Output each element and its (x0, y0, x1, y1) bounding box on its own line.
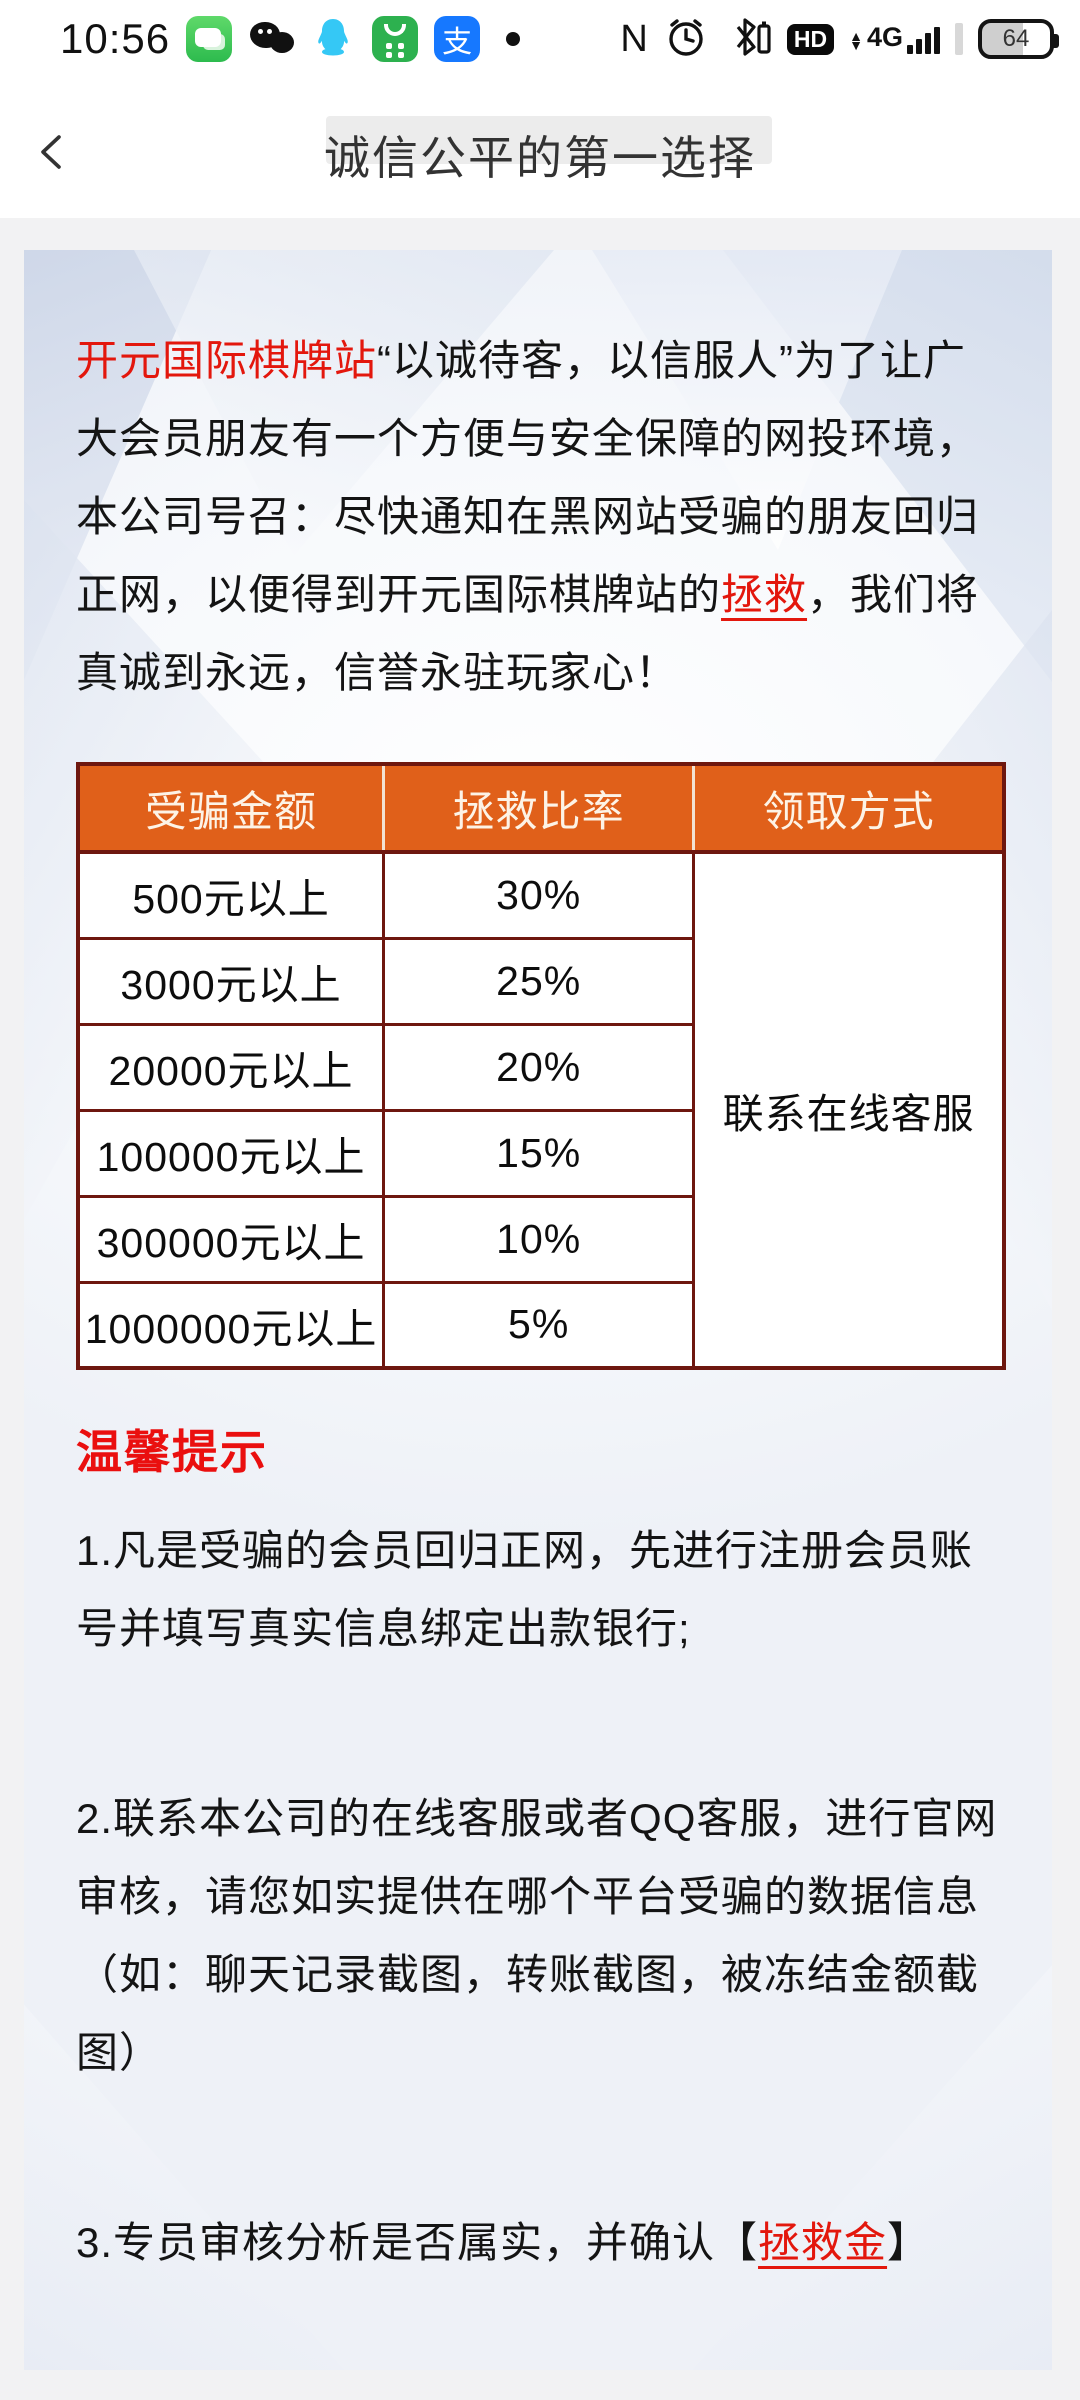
content-card: 开元国际棋牌站“以诚待客，以信服人”为了让广大会员朋友有一个方便与安全保障的网投… (24, 250, 1052, 2370)
tips-list: 1.凡是受骗的会员回归正网，先进行注册会员账号并填写真实信息绑定出款银行; 2.联… (76, 1512, 1052, 2370)
table-cell: 25% (382, 936, 696, 1026)
table-cell: 1000000元以上 (76, 1280, 386, 1370)
col-header-amount: 受骗金额 (78, 764, 384, 854)
table-cell: 10% (382, 1194, 696, 1284)
title-highlight-box (326, 116, 772, 164)
col-header-method: 领取方式 (692, 764, 1004, 854)
table-row: 3000元以上 25% (76, 936, 1004, 1026)
nfc-icon: N (620, 17, 648, 60)
back-button[interactable] (28, 124, 76, 180)
status-bar: 10:56 支 N (0, 0, 1080, 72)
green-app-icon (372, 16, 419, 62)
text-segment: 3.专员审核分析是否属实，并确认【 (76, 2219, 759, 2266)
table-cell: 100000元以上 (76, 1108, 386, 1198)
signal-4g-icon: ▲ ▼ 4G (849, 22, 940, 56)
battery-indicator: 64 (978, 19, 1059, 59)
battery-level: 64 (1002, 25, 1030, 52)
text-segment: “以诚待客，以信服人”为了让广大会员朋友有一个方便与安全保障的网投环境，本公司号… (76, 337, 980, 618)
table-header-row: 受骗金额 拯救比率 领取方式 (78, 764, 1004, 854)
hd-icon: HD (786, 23, 835, 55)
text-segment: 2.联系本公司的在线客服或者QQ客服，进行官网审核，请您如实提供在哪个平台受骗的… (76, 1795, 998, 2076)
alipay-icon: 支 (434, 16, 481, 62)
table-row: 1000000元以上 5% (76, 1280, 1004, 1370)
messages-app-icon (186, 16, 233, 62)
text-segment: 拯救 (721, 571, 808, 618)
qq-icon (310, 16, 356, 62)
contact-service-cell: 联系在线客服 (692, 850, 1006, 1370)
tip-item: 1.凡是受骗的会员回归正网，先进行注册会员账号并填写真实信息绑定出款银行; (76, 1512, 1006, 1668)
page-title: 诚信公平的第一选择 (324, 132, 756, 184)
text-segment: 】 (887, 2219, 931, 2266)
table-cell: 5% (382, 1280, 696, 1370)
table-cell: 500元以上 (76, 850, 386, 940)
clock-time: 10:56 (60, 15, 171, 62)
intro-paragraph: 开元国际棋牌站“以诚待客，以信服人”为了让广大会员朋友有一个方便与安全保障的网投… (76, 322, 1006, 712)
table-cell: 30% (382, 850, 696, 940)
table-cell: 20000元以上 (76, 1022, 386, 1112)
table-row: 100000元以上 15% (76, 1108, 1004, 1198)
table-cell: 20% (382, 1022, 696, 1112)
col-header-rate: 拯救比率 (382, 764, 694, 854)
text-segment: 1.凡是受骗的会员回归正网，先进行注册会员账号并填写真实信息绑定出款银行; (76, 1527, 974, 1652)
rescue-rate-table: 受骗金额 拯救比率 领取方式 500元以上 30% 联系在线客服 3000元以上 25%… (76, 762, 1006, 1370)
table-cell: 3000元以上 (76, 936, 386, 1026)
table-row: 300000元以上 10% (76, 1194, 1004, 1284)
tip-item: 3.专员审核分析是否属实，并确认【拯救金】 (76, 2204, 1006, 2282)
text-segment: 开元国际棋牌站 (76, 337, 378, 384)
notification-dot (506, 32, 521, 46)
sim2-signal-bar (955, 23, 963, 55)
alarm-icon (663, 14, 709, 65)
table-cell: 300000元以上 (76, 1194, 386, 1284)
wechat-icon (248, 16, 295, 62)
table-row: 20000元以上 20% (76, 1022, 1004, 1112)
text-segment: ，我们将真诚到永远，信誉永驻玩家心！ (76, 571, 980, 696)
nav-bar: 诚信公平的第一选择 (0, 72, 1080, 218)
text-segment: 拯救金 (758, 2219, 888, 2266)
table-row: 500元以上 30% 联系在线客服 (76, 850, 1006, 1370)
table-cell: 15% (382, 1108, 696, 1198)
tip-item: 2.联系本公司的在线客服或者QQ客服，进行官网审核，请您如实提供在哪个平台受骗的… (76, 1780, 1006, 2092)
bluetooth-device-battery-icon (724, 14, 772, 65)
header-block: 10:56 支 N (0, 0, 1080, 218)
tips-heading: 温馨提示 (76, 1426, 268, 1478)
